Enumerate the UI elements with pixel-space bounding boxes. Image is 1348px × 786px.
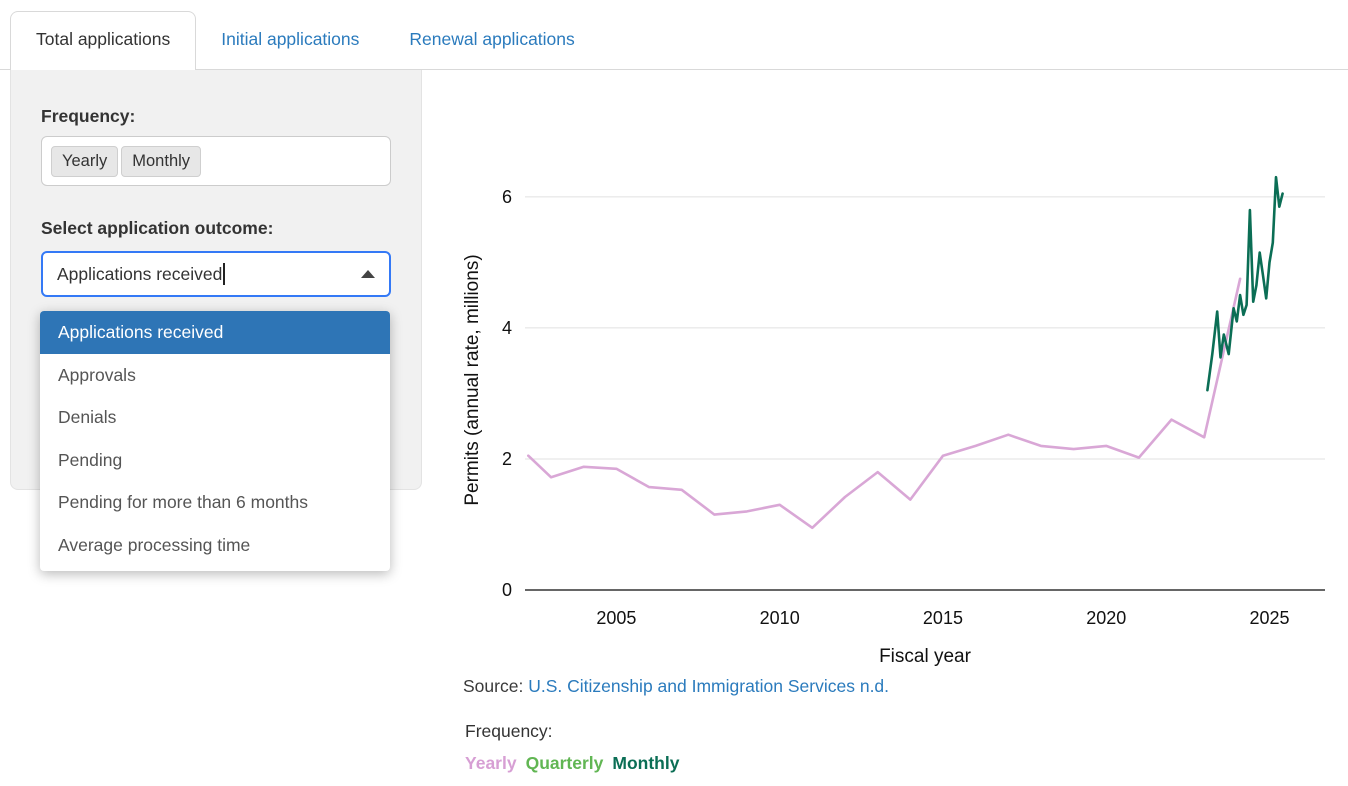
legend-quarterly[interactable]: Quarterly	[525, 753, 604, 773]
text-cursor	[223, 263, 225, 285]
tab-label: Initial applications	[221, 29, 360, 49]
svg-text:6: 6	[502, 187, 512, 207]
legend-monthly[interactable]: Monthly	[612, 753, 680, 773]
tab-initial-applications[interactable]: Initial applications	[196, 29, 384, 69]
tab-label: Total applications	[36, 29, 171, 49]
legend-items: Yearly Quarterly Monthly	[465, 753, 679, 774]
svg-text:0: 0	[502, 580, 512, 600]
source-prefix: Source:	[463, 676, 529, 696]
dropdown-option-approvals[interactable]: Approvals	[58, 364, 136, 385]
tab-label: Renewal applications	[409, 29, 575, 49]
frequency-label: Frequency:	[41, 106, 136, 126]
combobox-value-text: Applications received	[57, 263, 223, 284]
svg-text:Fiscal year: Fiscal year	[879, 646, 972, 667]
svg-text:2020: 2020	[1086, 608, 1126, 628]
legend-yearly[interactable]: Yearly	[465, 753, 517, 773]
frequency-toggle-group: Yearly Monthly	[41, 136, 391, 186]
tab-bar: Total applications Initial applications …	[0, 0, 1348, 70]
permits-line-chart: 0 2 4 6 2005 2010 2015 2020 2025 Fiscal year Permi…	[462, 175, 1325, 667]
dropdown-option-pending[interactable]: Pending	[58, 449, 123, 470]
frequency-legend: Frequency: Yearly Quarterly Monthly	[465, 721, 679, 774]
svg-text:2025: 2025	[1249, 608, 1289, 628]
chevron-up-icon[interactable]	[361, 270, 375, 278]
legend-title: Frequency:	[465, 721, 553, 741]
svg-text:4: 4	[502, 318, 512, 338]
svg-text:2005: 2005	[596, 608, 636, 628]
tab-total-applications[interactable]: Total applications	[10, 11, 197, 70]
source-line: Source: U.S. Citizenship and Immigration…	[463, 676, 889, 697]
tab-renewal-applications[interactable]: Renewal applications	[384, 29, 599, 69]
svg-text:Permits (annual rate, millions: Permits (annual rate, millions)	[462, 254, 483, 505]
dropdown-option-pending-6-months[interactable]: Pending for more than 6 months	[58, 492, 309, 512]
svg-text:2: 2	[502, 449, 512, 469]
dropdown-option-avg-processing-time[interactable]: Average processing time	[58, 534, 251, 555]
frequency-monthly-button[interactable]: Monthly	[121, 145, 202, 177]
frequency-yearly-button[interactable]: Yearly	[51, 145, 119, 177]
svg-text:2015: 2015	[923, 608, 963, 628]
combobox-value: Applications received	[57, 263, 361, 285]
dropdown-option-denials[interactable]: Denials	[58, 407, 117, 427]
outcome-select-label: Select application outcome:	[41, 218, 274, 238]
dropdown-option-applications-received[interactable]: Applications received	[40, 311, 390, 354]
outcome-dropdown-menu: Applications received Approvals Denials …	[40, 311, 390, 571]
svg-text:2010: 2010	[760, 608, 800, 628]
source-link[interactable]: U.S. Citizenship and Immigration Service…	[528, 676, 890, 696]
outcome-combobox[interactable]: Applications received	[41, 251, 391, 297]
